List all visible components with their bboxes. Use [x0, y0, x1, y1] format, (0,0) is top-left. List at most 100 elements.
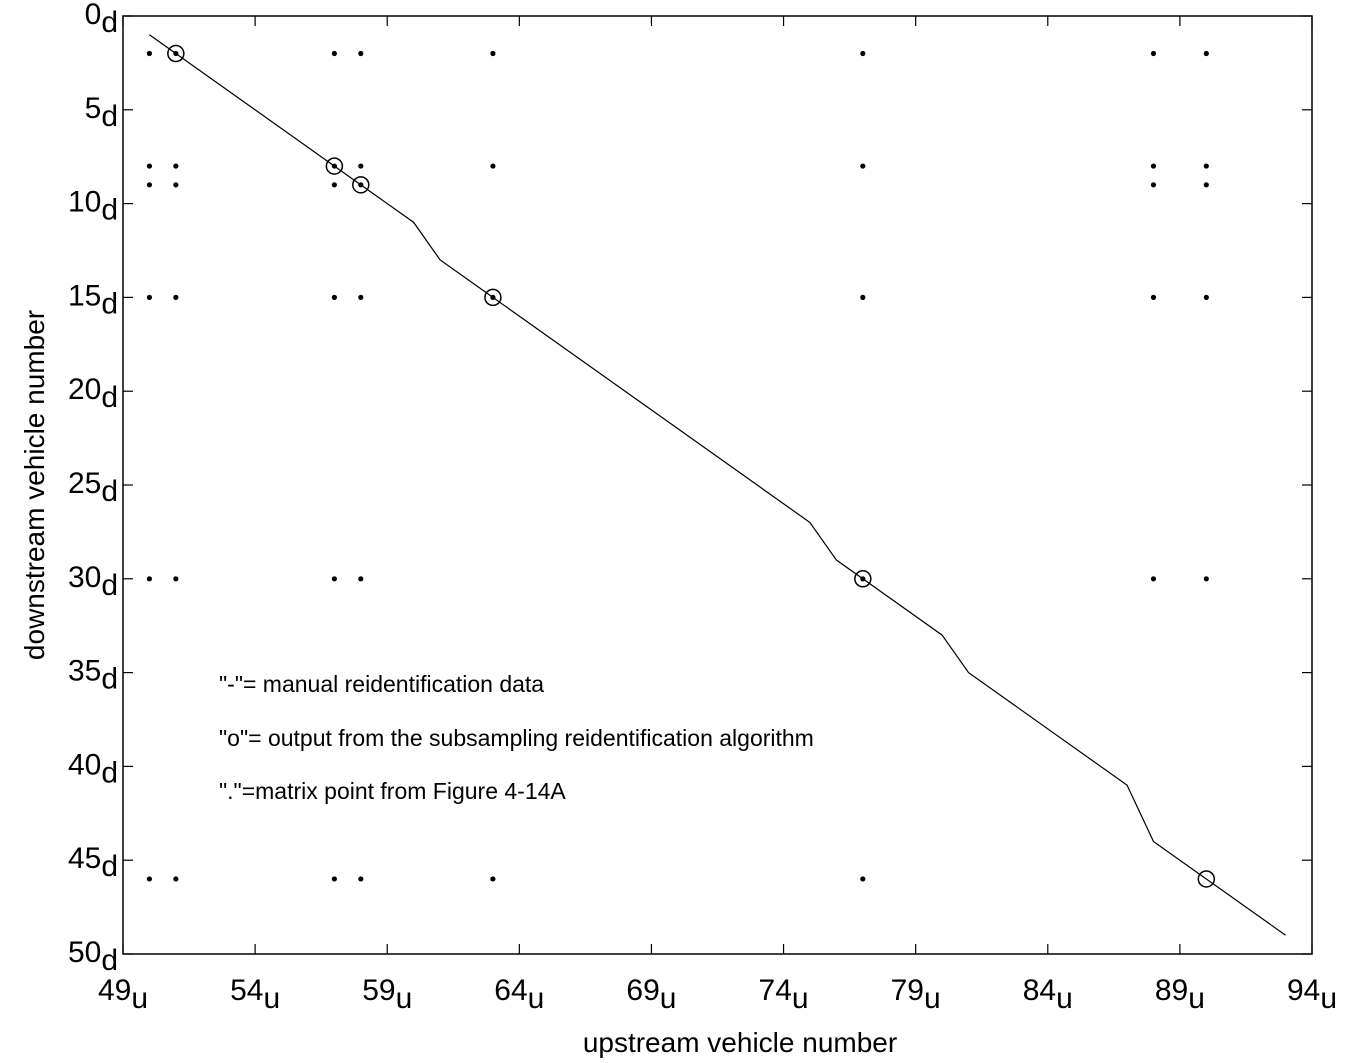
matrix-point: [1150, 163, 1157, 169]
x-tick-number: 69: [626, 974, 659, 1007]
x-tick-label: 49u: [98, 974, 148, 1015]
x-tick-label: 64u: [494, 974, 544, 1015]
x-tick-subscript: u: [1320, 982, 1337, 1015]
y-tick-label: 0d: [85, 0, 118, 39]
y-tick-subscript: d: [101, 100, 118, 133]
matrix-point: [1150, 576, 1157, 582]
matrix-point: [1150, 294, 1157, 300]
y-tick-label: 30d: [68, 561, 118, 602]
algorithm-output-point: [1197, 870, 1216, 888]
x-tick-number: 84: [1023, 974, 1056, 1007]
x-tick-subscript: u: [263, 982, 280, 1015]
matrix-point: [860, 50, 866, 57]
y-tick-number: 25: [68, 467, 101, 500]
annotation-line: "-"= manual reidentification data: [219, 671, 544, 697]
y-tick-label: 50d: [68, 936, 118, 977]
matrix-point: [173, 163, 179, 169]
x-tick-subscript: u: [924, 982, 941, 1015]
y-tick-number: 40: [68, 748, 101, 781]
matrix-point: [331, 182, 337, 188]
matrix-point: [860, 294, 866, 300]
x-tick-number: 64: [494, 974, 527, 1007]
x-tick-number: 59: [362, 974, 395, 1007]
manual-reidentification-line: [149, 34, 1286, 936]
matrix-point: [331, 576, 337, 582]
matrix-point: [490, 876, 496, 882]
x-axis-tick-labels: 49u 54u 59u 64u 69u 74u 79u 84u 89u 94u: [98, 974, 1337, 1015]
y-tick-number: 20: [68, 373, 101, 406]
matrix-point: [358, 294, 364, 300]
y-tick-number: 5: [85, 92, 102, 125]
x-axis-ticks: [122, 16, 1313, 954]
y-tick-subscript: d: [101, 850, 118, 883]
y-tick-label: 45d: [68, 842, 118, 883]
legend-annotations: "-"= manual reidentification data "o"= ou…: [219, 671, 814, 804]
x-tick-subscript: u: [131, 982, 148, 1015]
x-tick-number: 94: [1287, 974, 1320, 1007]
x-tick-label: 79u: [891, 974, 941, 1015]
x-tick-label: 69u: [626, 974, 676, 1015]
y-axis-ticks: [123, 15, 1312, 955]
x-tick-label: 74u: [759, 974, 809, 1015]
x-tick-number: 74: [759, 974, 792, 1007]
x-tick-subscript: u: [528, 982, 545, 1015]
matrix-point: [146, 294, 153, 300]
matrix-point: [146, 50, 153, 57]
algorithm-output-circles: [167, 44, 1216, 888]
matrix-point: [1203, 182, 1209, 188]
y-axis-label: downstream vehicle number: [19, 310, 50, 660]
matrix-point: [358, 163, 364, 169]
matrix-point: [358, 876, 364, 882]
x-tick-label: 54u: [230, 974, 280, 1015]
y-tick-subscript: d: [101, 756, 118, 789]
y-tick-subscript: d: [101, 381, 118, 414]
matrix-point: [146, 182, 153, 188]
matrix-points: [146, 50, 1209, 882]
y-tick-subscript: d: [101, 287, 118, 320]
y-tick-number: 45: [68, 842, 101, 875]
x-tick-number: 54: [230, 974, 263, 1007]
y-tick-number: 50: [68, 936, 101, 969]
x-tick-subscript: u: [1056, 982, 1073, 1015]
y-tick-subscript: d: [101, 569, 118, 602]
x-tick-subscript: u: [396, 982, 413, 1015]
x-tick-subscript: u: [1188, 982, 1205, 1015]
y-tick-label: 25d: [68, 467, 118, 508]
x-tick-number: 89: [1155, 974, 1188, 1007]
annotation-line: "."=matrix point from Figure 4-14A: [219, 778, 566, 804]
matrix-point: [490, 163, 496, 169]
y-tick-label: 20d: [68, 373, 118, 414]
y-tick-number: 0: [85, 0, 102, 31]
matrix-point: [1203, 50, 1209, 57]
matrix-point: [1150, 182, 1157, 188]
matrix-point: [1150, 50, 1157, 57]
matrix-point: [1203, 294, 1209, 300]
annotation-line: "o"= output from the subsampling reident…: [219, 725, 814, 751]
matrix-point: [860, 163, 866, 169]
matrix-point: [490, 50, 496, 57]
matrix-point: [1203, 163, 1209, 169]
matrix-point: [331, 50, 337, 57]
algorithm-output-point: [325, 157, 344, 175]
x-tick-label: 84u: [1023, 974, 1073, 1015]
matrix-point: [173, 294, 179, 300]
matrix-point: [331, 294, 337, 300]
x-tick-number: 49: [98, 974, 131, 1007]
y-tick-label: 5d: [85, 92, 118, 133]
x-tick-subscript: u: [792, 982, 809, 1015]
matrix-point: [173, 182, 179, 188]
y-tick-label: 40d: [68, 748, 118, 789]
y-tick-subscript: d: [101, 663, 118, 696]
matrix-point: [146, 163, 153, 169]
matrix-point: [860, 876, 866, 882]
matrix-point: [146, 576, 153, 582]
y-tick-number: 10: [68, 186, 101, 219]
x-tick-label: 89u: [1155, 974, 1205, 1015]
y-tick-subscript: d: [101, 475, 118, 508]
y-tick-subscript: d: [101, 6, 118, 39]
matrix-point: [173, 876, 179, 882]
y-tick-subscript: d: [101, 944, 118, 977]
matrix-point: [358, 50, 364, 57]
y-tick-number: 35: [68, 655, 101, 688]
